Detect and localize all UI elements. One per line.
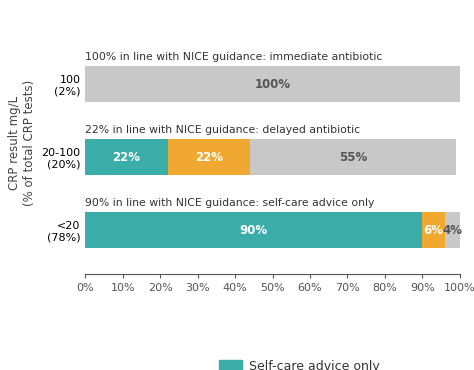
Text: 90% in line with NICE guidance: self-care advice only: 90% in line with NICE guidance: self-car… bbox=[85, 198, 374, 208]
Text: 100%: 100% bbox=[255, 78, 291, 91]
Bar bbox=[85, 66, 460, 102]
Text: 90%: 90% bbox=[240, 223, 268, 236]
Text: 55%: 55% bbox=[339, 151, 367, 164]
Text: 100% in line with NICE guidance: immediate antibiotic: 100% in line with NICE guidance: immedia… bbox=[85, 52, 383, 62]
Text: 22% in line with NICE guidance: delayed antibiotic: 22% in line with NICE guidance: delayed … bbox=[85, 125, 360, 135]
Bar bbox=[85, 212, 422, 248]
Legend: Self-care advice only, Delayed antibiotics, Immediate antibiotics: Self-care advice only, Delayed antibioti… bbox=[213, 354, 392, 370]
Bar bbox=[168, 139, 250, 175]
Bar bbox=[422, 212, 445, 248]
Bar bbox=[85, 139, 168, 175]
Y-axis label: CRP result mg/L
(% of total CRP tests): CRP result mg/L (% of total CRP tests) bbox=[8, 79, 36, 206]
Text: 22%: 22% bbox=[195, 151, 223, 164]
Text: 6%: 6% bbox=[424, 223, 444, 236]
Text: 22%: 22% bbox=[112, 151, 140, 164]
Text: 4%: 4% bbox=[442, 223, 462, 236]
Bar bbox=[445, 212, 460, 248]
Bar bbox=[250, 139, 456, 175]
